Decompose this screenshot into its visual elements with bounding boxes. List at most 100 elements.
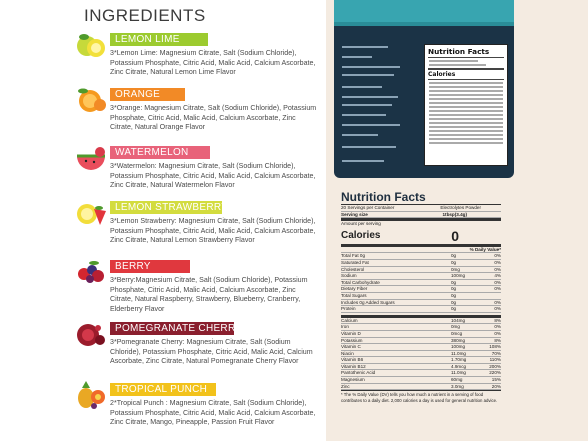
nutrient-name: Zinc (341, 383, 350, 389)
berry-icon (74, 258, 108, 286)
nutrient-name: Protein (341, 306, 356, 312)
lemon-lime-icon (74, 31, 108, 59)
ingredients-heading: INGREDIENTS (84, 6, 206, 25)
nutrient-name: Magnesium (341, 377, 365, 383)
nutrient-name: Total Carbohydrate (341, 279, 380, 285)
nutrient-amount: 0g (451, 259, 457, 265)
nutrient-dv: 8% (494, 317, 501, 323)
calories-label: Calories (341, 230, 381, 242)
flavor-name-band: BERRY (110, 260, 190, 273)
flavor-name-band: LEMON STRAWBERRY (110, 201, 228, 214)
nutrient-dv: 8% (494, 337, 501, 343)
nutrient-row: Total Sugars 0g (341, 293, 501, 300)
nutrient-name: Sodium (341, 273, 357, 279)
nutrient-dv: 0% (494, 299, 501, 305)
nutrient-row: Sodium 100mg 4% (341, 273, 501, 280)
flavor-ingredients-text: 3*Pomegranate Cherry: Magnesium Citrate,… (110, 338, 313, 366)
dv-header-row: % Daily Value* (341, 247, 501, 254)
amount-label: Amount per serving (341, 221, 381, 227)
nutrient-row: Cholesterol 0mg 0% (341, 267, 501, 274)
flavor-ingredients-text: 3*Lemon Lime: Magnesium Citrate, Salt (S… (110, 49, 316, 77)
nutrient-amount: 60mg (451, 377, 463, 383)
flavor-ingredients-text: 2*Tropical Punch : Magnesium Citrate, Sa… (110, 399, 316, 427)
nutrient-dv: 0% (494, 279, 501, 285)
nutrient-row: Iron 0mg 0% (341, 324, 501, 331)
nutrient-name: Cholesterol (341, 266, 365, 272)
nutrient-dv: 110% (489, 357, 501, 363)
nutrient-name: Calcium (341, 317, 358, 323)
nutrient-dv: 0% (494, 253, 501, 259)
nutrient-dv: 0% (494, 330, 501, 336)
serving-size-value: 1tbsp(3.4g) (442, 211, 467, 217)
servings-row: 20 Servings per Container Electrolytes P… (341, 205, 501, 212)
flavor-ingredients-text: 3*Orange: Magnesium Citrate, Salt (Sodiu… (110, 104, 317, 132)
bag-calories-label: Calories (428, 71, 456, 78)
bag-nutrition-label: Nutrition Facts Calories (424, 44, 508, 166)
serving-size-row: Serving size 1tbsp(3.4g) (341, 212, 501, 219)
nutrient-dv: 70% (491, 350, 501, 356)
nutrient-name: Vitamin B6 (341, 357, 364, 363)
dv-header: % Daily Value* (469, 246, 501, 252)
flavor-name-band: WATERMELON (110, 146, 210, 159)
nutrient-row: Calcium 104mg 8% (341, 318, 501, 325)
nutrient-dv: 0% (494, 286, 501, 292)
orange-icon (74, 86, 108, 114)
flavor-ingredients-text: 3*Watermelon: Magnesium Citrate, Salt (S… (110, 162, 316, 190)
nutrient-amount: 380mg (451, 337, 466, 343)
amount-row: Amount per serving (341, 221, 501, 228)
nutrition-footnote: * The % Daily Value (DV) tells you how m… (341, 392, 498, 403)
nutrient-dv: 0% (494, 259, 501, 265)
nutrient-amount: 0g (451, 299, 457, 305)
nutrient-dv: 15% (491, 377, 501, 383)
nutrient-dv: 20% (491, 383, 501, 389)
nutrient-row: Vitamin D 0mcg 0% (341, 331, 501, 338)
nutrient-row: Vitamin B12 4.9mcg 200% (341, 364, 501, 371)
nutrient-amount: 4.9mcg (451, 363, 467, 369)
calories-value: 0 (451, 227, 459, 244)
nutrient-amount: 0mcg (451, 330, 463, 336)
nutrient-name: Vitamin B12 (341, 363, 366, 369)
nutrient-name: Potassium (341, 337, 363, 343)
pomegranate-cherry-icon (74, 320, 108, 348)
nutrient-row: Pantothenic Acid 11.0mg 220% (341, 370, 501, 378)
nutrient-name: Vitamin D (341, 330, 361, 336)
nutrient-name: Pantothenic Acid (341, 370, 376, 376)
nutrient-row: Saturated Fat 0g 0% (341, 260, 501, 267)
nutrient-amount: 100mg (451, 344, 466, 350)
flavor-ingredients-text: 3*Lemon Strawberry: Magnesium Citrate, S… (110, 217, 316, 245)
nutrient-dv: 108% (489, 344, 501, 350)
nutrient-amount: 104mg (451, 317, 466, 323)
nutrient-row: Includes 0g Added Sugars 0g 0% (341, 300, 501, 307)
nutrient-amount: 0g (451, 292, 457, 298)
flavor-name-band: TROPICAL PUNCH (110, 383, 216, 396)
nutrient-row: Dietary Fiber 0g 0% (341, 286, 501, 293)
nutrient-dv (481, 293, 501, 299)
flavor-name-band: LEMON LIME (110, 33, 208, 46)
nutrient-name: Saturated Fat (341, 259, 369, 265)
servings-value: Electrolytes Powder (440, 205, 481, 210)
nutrient-dv: 0% (494, 306, 501, 312)
servings-label: 20 Servings per Container (341, 205, 395, 210)
nutrient-row: Total Fat 0g 0g 0% (341, 253, 501, 260)
nutrient-dv: 0% (494, 266, 501, 272)
calories-row: Calories 0 (341, 228, 501, 244)
flavor-name-band: ORANGE (110, 88, 185, 101)
nutrient-name: Iron (341, 324, 349, 330)
nutrient-name: Niacin (341, 350, 354, 356)
bag-top-band (334, 0, 514, 26)
nutrient-name: Dietary Fiber (341, 286, 368, 292)
nutrient-amount: 0g (451, 286, 457, 292)
nutrient-name: Vitamin C (341, 344, 361, 350)
nutrient-name: Includes 0g Added Sugars (341, 299, 395, 305)
nutrition-facts-title: Nutrition Facts (341, 190, 426, 204)
nutrient-amount: 11.0mg (451, 350, 466, 356)
bag-top-stripe (334, 22, 514, 26)
vitamin-rows: Calcium 104mg 8% Iron 0mg 0% Vitamin D 0mcg 0% Po… (341, 318, 501, 391)
watermelon-icon (74, 144, 108, 172)
nutrient-row: Potassium 380mg 8% (341, 338, 501, 345)
nutrient-amount: 1.70mg (451, 357, 467, 363)
nutrient-row: Niacin 11.0mg 70% (341, 351, 501, 358)
nutrient-row: Protein 0g 0% (341, 306, 501, 313)
nutrient-dv: 200% (489, 363, 501, 369)
tropical-punch-icon (74, 381, 108, 409)
